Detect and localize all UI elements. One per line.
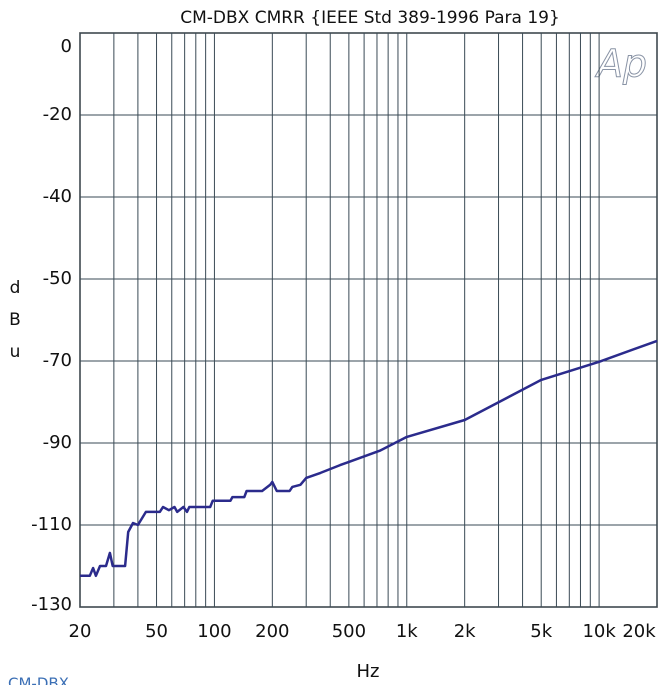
- footer-label: CM-DBX: [8, 675, 69, 685]
- x-tick-label: 20k: [622, 621, 656, 642]
- y-tick-label: -110: [31, 514, 72, 535]
- chart-title: CM-DBX CMRR {IEEE Std 389-1996 Para 19}: [180, 8, 560, 28]
- logo: Ap: [594, 42, 647, 86]
- y-axis-label: dBu: [9, 278, 21, 362]
- x-tick-label: 10k: [582, 621, 616, 642]
- data-line: [80, 339, 658, 578]
- x-tick-label: 100: [197, 621, 231, 642]
- x-tick-label: 2k: [454, 621, 476, 642]
- y-tick-label: -50: [43, 268, 72, 289]
- x-tick-label: 50: [145, 621, 168, 642]
- y-tick-label: -70: [43, 350, 72, 371]
- x-tick-label: 20: [69, 621, 92, 642]
- plot-frame: [79, 32, 658, 608]
- y-tick-label: -130: [31, 594, 72, 615]
- x-tick-label: 1k: [396, 621, 418, 642]
- x-tick-label: 200: [255, 621, 289, 642]
- x-axis-label: Hz: [357, 661, 380, 682]
- y-tick-label: 0: [61, 36, 72, 57]
- y-tick-label: -90: [43, 432, 72, 453]
- y-tick-label: -20: [43, 104, 72, 125]
- x-tick-label: 5k: [530, 621, 552, 642]
- x-tick-label: 500: [332, 621, 366, 642]
- y-tick-label: -40: [43, 186, 72, 207]
